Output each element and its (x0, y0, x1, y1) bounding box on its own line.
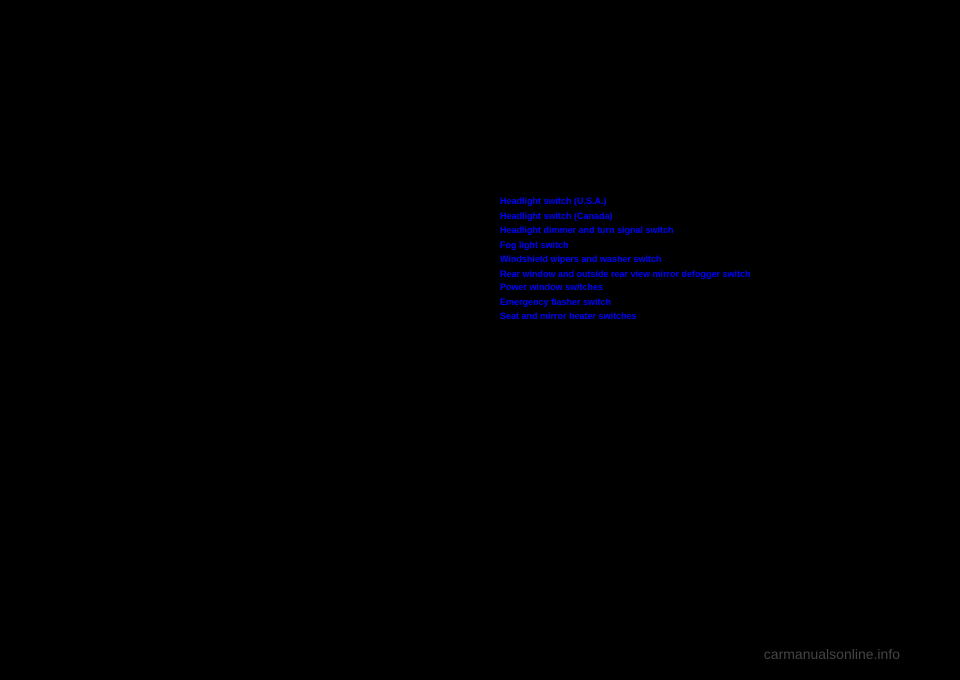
toc-link[interactable]: Headlight switch (Canada) (500, 210, 800, 224)
toc-link[interactable]: Seat and mirror heater switches (500, 310, 800, 324)
toc-link[interactable]: Rear window and outside rear view mirror… (500, 268, 800, 281)
toc-link[interactable]: Power window switches (500, 281, 800, 295)
watermark-text: carmanualsonline.info (764, 646, 900, 662)
toc-link[interactable]: Windshield wipers and washer switch (500, 253, 800, 267)
toc-link[interactable]: Headlight switch (U.S.A.) (500, 195, 800, 209)
toc-link[interactable]: Emergency flasher switch (500, 296, 800, 310)
table-of-contents: Headlight switch (U.S.A.) Headlight swit… (500, 195, 800, 325)
toc-link[interactable]: Headlight dimmer and turn signal switch (500, 224, 800, 238)
toc-link[interactable]: Fog light switch (500, 239, 800, 253)
